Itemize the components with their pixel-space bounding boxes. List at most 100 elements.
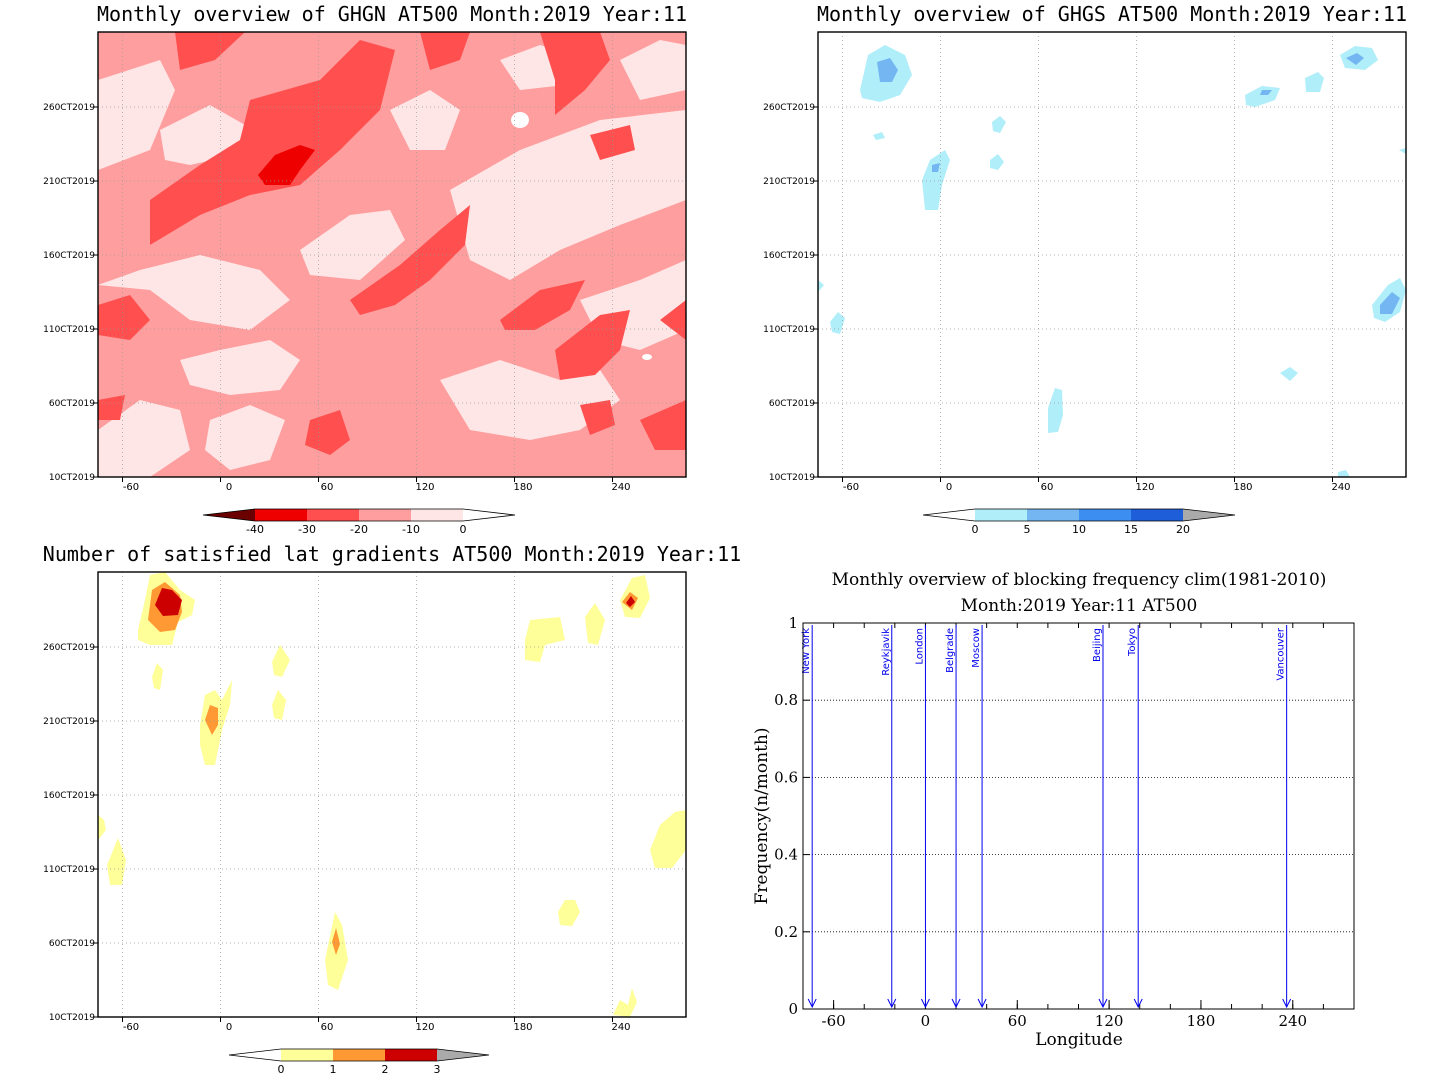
gradient-blob	[272, 690, 286, 720]
ghgn-light-patch	[440, 360, 620, 440]
ghgn-red-patch	[540, 32, 610, 115]
x-axis-labels: -60 0 60 120 180 240	[123, 482, 631, 493]
ghgn-light-patch	[390, 90, 460, 150]
gradient-grid	[93, 572, 686, 1022]
ghgs-blob	[992, 116, 1006, 133]
city-marker: London	[914, 625, 930, 1009]
panel-title: Monthly overview of GHGS AT500 Month:201…	[817, 2, 1407, 26]
gradient-blob	[272, 645, 290, 677]
ghgn-light-patch	[98, 60, 175, 170]
ghgn-red-patch	[640, 400, 686, 450]
blocking-ticks: 0 0.2 0.4 0.6 0.8 1 -60 0 60 120 180 240	[774, 614, 1355, 1030]
ghgs-blob	[1048, 388, 1063, 433]
ghgn-red-patch	[555, 310, 630, 380]
y-axis-labels: 10CT2019 60CT2019 110CT2019 160CT2019 21…	[43, 643, 95, 1023]
y-tick-label: 0.4	[774, 846, 798, 864]
plot-frame	[802, 622, 1355, 1010]
ghgn-red-patch	[500, 280, 585, 330]
ghgn-strong-core	[258, 145, 315, 185]
ghgn-red-patch	[590, 125, 635, 160]
ghgn-red-patch	[660, 300, 686, 340]
y-tick-label: 10CT2019	[49, 473, 95, 483]
ghgs-blob	[1305, 72, 1324, 92]
city-marker: Belgrade	[945, 625, 961, 1009]
arrow-head-icon	[920, 998, 930, 1009]
gradient-blob	[525, 617, 565, 662]
panel-title: Monthly overview of GHGN AT500 Month:201…	[97, 2, 687, 26]
chart-title-line2: Month:2019 Year:11 AT500	[961, 596, 1198, 616]
arrow-head-icon	[807, 998, 817, 1009]
city-marker: Moscow	[971, 625, 987, 1009]
colorbar-label: 5	[1024, 523, 1031, 536]
ghgn-light-patch	[160, 105, 245, 165]
arrow-head-icon	[1098, 998, 1108, 1009]
gradient-blob	[107, 838, 126, 885]
y-tick-label: 160CT2019	[43, 791, 95, 801]
colorbar-swatch	[359, 509, 411, 521]
colorbar-arrow-high	[1183, 509, 1235, 521]
colorbar-outline	[228, 1048, 490, 1062]
colorbar-arrow-low	[229, 1049, 281, 1061]
y-tick-label: 10CT2019	[769, 473, 815, 483]
colorbar-swatch	[281, 1049, 333, 1061]
x-tick-label: 60	[1041, 482, 1054, 493]
x-tick-label: 240	[1331, 482, 1350, 493]
ghgn-white-spot	[642, 354, 652, 360]
colorbar-swatch	[255, 509, 307, 521]
colorbar-arrow-high	[437, 1049, 489, 1061]
x-tick-label: 180	[1187, 1012, 1216, 1030]
y-axis-labels: 10CT2019 60CT2019 110CT2019 160CT2019 21…	[43, 103, 95, 483]
x-tick-label: 240	[611, 482, 630, 493]
arrow-head-icon	[1133, 998, 1143, 1009]
ghgs-grid	[813, 32, 1406, 482]
blocking-city-markers: New York Reykjavik London Belgrade Moscow Bei…	[801, 625, 1292, 1009]
x-tick-label: 240	[1278, 1012, 1307, 1030]
blocking-grid	[803, 699, 1354, 933]
ghgn-light-patch	[98, 255, 290, 330]
x-tick-label: 60	[321, 1022, 334, 1033]
gradient-blob	[650, 810, 686, 868]
gradient-blob	[626, 596, 635, 607]
x-tick-label: -60	[123, 482, 139, 493]
city-label: London	[914, 628, 925, 665]
colorbar-swatch	[411, 509, 463, 521]
panel-ghgn: Monthly overview of GHGN AT500 Month:201…	[43, 2, 687, 536]
ghgn-grid	[93, 32, 686, 482]
ghgn-light-patch	[450, 110, 686, 280]
city-marker: Vancouver	[1276, 625, 1292, 1009]
colorbar-label: 3	[434, 1063, 441, 1076]
panel-title: Number of satisfied lat gradients AT500 …	[43, 542, 741, 566]
city-marker: Reykjavik	[881, 625, 897, 1009]
city-label: New York	[801, 628, 812, 674]
city-marker: Tokyo	[1127, 625, 1143, 1009]
ghgn-light-patch	[620, 40, 686, 100]
chart-title-line1: Monthly overview of blocking frequency c…	[832, 570, 1327, 590]
panel-blocking-frequency: Monthly overview of blocking frequency c…	[752, 570, 1355, 1050]
colorbar-label: -30	[298, 523, 316, 536]
x-tick-label: -60	[843, 482, 859, 493]
y-axis-title: Frequency(n/month)	[752, 728, 772, 905]
y-tick-label: 110CT2019	[43, 325, 95, 335]
ghgn-red-patch	[420, 32, 470, 70]
x-tick-label: 120	[415, 482, 434, 493]
plot-frame	[817, 31, 1407, 478]
y-tick-label: 210CT2019	[763, 177, 815, 187]
y-tick-label: 10CT2019	[49, 1013, 95, 1023]
gradient-contour-field	[98, 572, 686, 1017]
ghgs-blob	[922, 150, 950, 210]
colorbar-ghgs: 0 5 10 15 20	[922, 508, 1236, 536]
colorbar-outline	[202, 508, 516, 522]
colorbar-swatch	[307, 509, 359, 521]
colorbar-label: 10	[1072, 523, 1086, 536]
x-axis-labels: -60 0 60 120 180 240	[123, 1022, 631, 1033]
ghgn-red-patch	[98, 395, 125, 420]
colorbar-swatch	[1027, 509, 1079, 521]
city-marker: Beijing	[1092, 625, 1108, 1009]
x-tick-label: 0	[226, 1022, 232, 1033]
city-label: Vancouver	[1276, 627, 1287, 681]
x-tick-label: 0	[921, 1012, 931, 1030]
colorbar-label: 1	[330, 1063, 337, 1076]
colorbar-swatch	[975, 509, 1027, 521]
x-axis-labels: -60 0 60 120 180 240	[843, 482, 1351, 493]
colorbar-swatch	[1131, 509, 1183, 521]
